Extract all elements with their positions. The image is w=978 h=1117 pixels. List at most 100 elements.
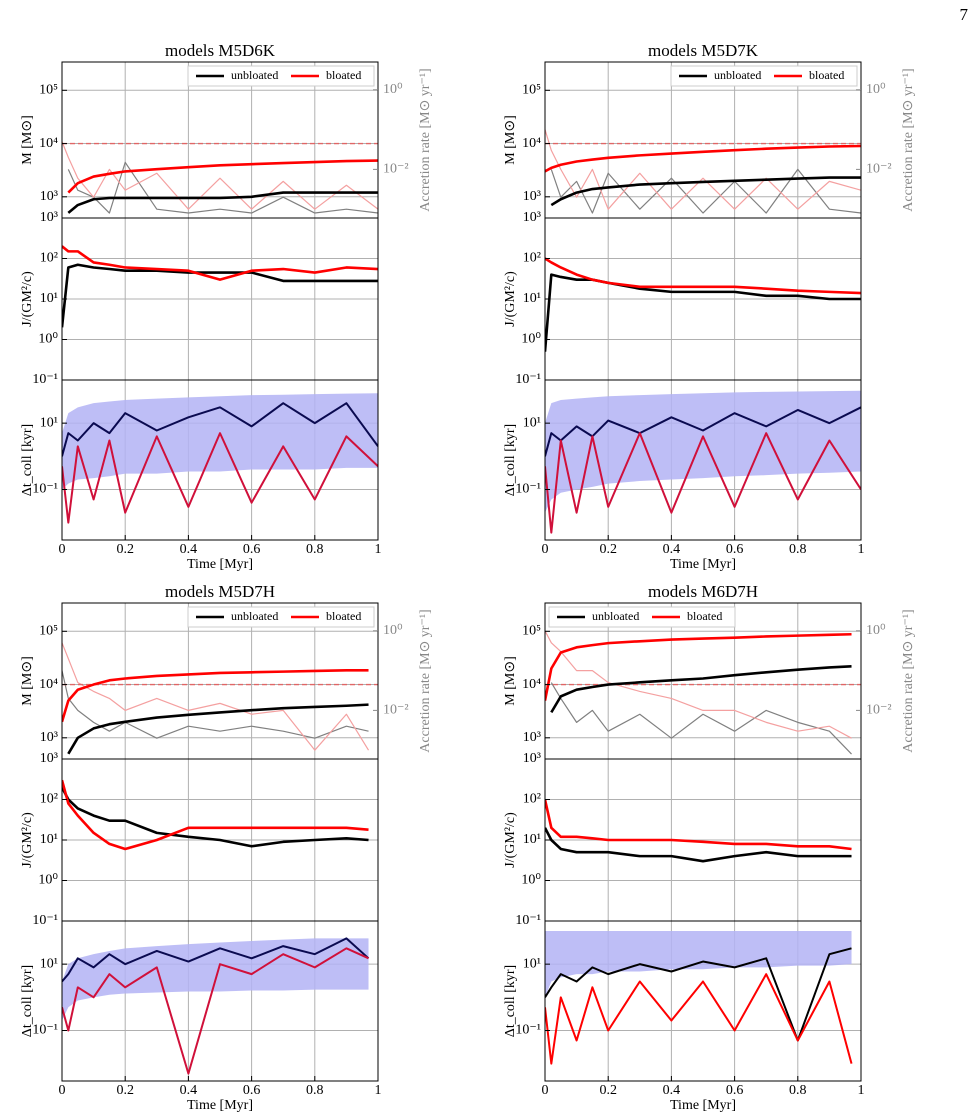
- y-tick-label: 10⁻¹: [515, 913, 541, 928]
- x-axis-label: Time [Myr]: [187, 1098, 253, 1113]
- band: [545, 930, 852, 998]
- panel: [62, 380, 378, 540]
- y-tick-label: 10¹: [40, 291, 58, 306]
- y-tick-label: 10⁵: [522, 83, 541, 98]
- y-tick-label: 10³: [40, 751, 58, 766]
- panel: [62, 218, 378, 380]
- y-axis-label: Δt_coll [kyr]: [20, 424, 35, 496]
- x-axis-label: Time [Myr]: [670, 557, 736, 572]
- line: [545, 406, 861, 457]
- y-tick-label: 10⁴: [39, 677, 58, 692]
- y-tick-label: 10¹: [40, 832, 58, 847]
- y-axis-label: J/(GM²/c): [503, 271, 518, 327]
- line: [62, 642, 370, 751]
- x-tick-label: 0: [542, 1083, 549, 1098]
- y-tick-label: 10³: [523, 730, 541, 745]
- y-axis-label: M [M⊙]: [20, 656, 35, 705]
- x-tick-label: 0.6: [243, 1083, 261, 1098]
- x-axis-label: Time [Myr]: [670, 1098, 736, 1113]
- line: [62, 432, 378, 524]
- x-tick-label: 1: [375, 542, 382, 557]
- x-tick-label: 0.6: [726, 542, 744, 557]
- y2-tick-label: 10⁻²: [866, 703, 892, 718]
- line: [62, 786, 369, 848]
- legend-box: [187, 65, 375, 87]
- legend-box: [187, 606, 375, 628]
- x-tick-label: 0.4: [663, 1083, 681, 1098]
- line: [545, 144, 861, 173]
- legend-label: bloated: [326, 609, 361, 623]
- legend-label: bloated: [809, 68, 844, 82]
- legend-label: unbloated: [714, 68, 761, 82]
- legend-label: unbloated: [231, 68, 278, 82]
- y-tick-label: 10⁻¹: [32, 482, 58, 497]
- line: [67, 161, 378, 214]
- x-tick-label: 1: [858, 542, 865, 557]
- legend-label: unbloated: [592, 609, 639, 623]
- y-tick-label: 10⁵: [39, 624, 58, 639]
- panel: [545, 603, 861, 759]
- line: [545, 273, 861, 352]
- y2-axis-label: Accretion rate [M⊙ yr⁻¹]: [901, 68, 916, 211]
- y-axis-label: Δt_coll [kyr]: [503, 965, 518, 1037]
- y-tick-label: 10⁰: [38, 873, 58, 888]
- panel: [545, 218, 861, 380]
- y-tick-label: 10¹: [523, 291, 541, 306]
- y2-tick-label: 10⁻²: [383, 162, 409, 177]
- line: [550, 176, 861, 207]
- y-tick-label: 10⁴: [522, 677, 541, 692]
- x-tick-label: 0: [542, 542, 549, 557]
- y-tick-label: 10¹: [523, 956, 541, 971]
- y-tick-label: 10⁰: [521, 873, 541, 888]
- y2-axis-label: Accretion rate [M⊙ yr⁻¹]: [418, 68, 433, 211]
- line: [545, 630, 852, 739]
- x-tick-label: 0.2: [599, 542, 617, 557]
- y-tick-label: 10³: [40, 730, 58, 745]
- y2-tick-label: 10⁰: [866, 82, 886, 97]
- line: [62, 779, 369, 851]
- y-tick-label: 10⁰: [38, 332, 58, 347]
- line: [545, 799, 852, 851]
- y-tick-label: 10³: [523, 210, 541, 225]
- chart-title: models M5D6K: [165, 41, 276, 60]
- line: [545, 632, 852, 701]
- x-tick-label: 0.8: [789, 542, 807, 557]
- y-axis-label: J/(GM²/c): [20, 271, 35, 327]
- y-axis-label: J/(GM²/c): [503, 812, 518, 868]
- y-tick-label: 10⁻¹: [515, 372, 541, 387]
- line: [545, 947, 852, 1042]
- y-tick-label: 10³: [523, 189, 541, 204]
- axes-frame: [544, 379, 862, 541]
- y-tick-label: 10⁻¹: [515, 1023, 541, 1038]
- y-tick-label: 10¹: [523, 832, 541, 847]
- line: [545, 257, 861, 295]
- axes-frame: [61, 379, 379, 541]
- x-tick-label: 1: [858, 1083, 865, 1098]
- line: [62, 669, 369, 723]
- y2-axis-label: Accretion rate [M⊙ yr⁻¹]: [418, 609, 433, 752]
- y-tick-label: 10²: [523, 251, 541, 266]
- y-tick-label: 10³: [523, 751, 541, 766]
- y-tick-label: 10⁵: [39, 83, 58, 98]
- y2-tick-label: 10⁰: [866, 623, 886, 638]
- chart-title: models M5D7H: [165, 582, 275, 601]
- y-tick-label: 10⁴: [522, 136, 541, 151]
- y-tick-label: 10²: [40, 792, 58, 807]
- line: [67, 703, 369, 755]
- y-tick-label: 10³: [40, 210, 58, 225]
- y-tick-label: 10¹: [523, 415, 541, 430]
- chart-title: models M6D7H: [648, 582, 758, 601]
- line: [62, 245, 378, 281]
- x-tick-label: 0.6: [726, 1083, 744, 1098]
- line: [62, 670, 369, 739]
- y2-tick-label: 10⁰: [383, 82, 403, 97]
- y-tick-label: 10³: [40, 189, 58, 204]
- y2-tick-label: 10⁰: [383, 623, 403, 638]
- line: [550, 682, 852, 755]
- legend-label: unbloated: [231, 609, 278, 623]
- y-tick-label: 10⁰: [521, 332, 541, 347]
- panel: [62, 62, 378, 218]
- line: [67, 159, 378, 194]
- y2-tick-label: 10⁻²: [383, 703, 409, 718]
